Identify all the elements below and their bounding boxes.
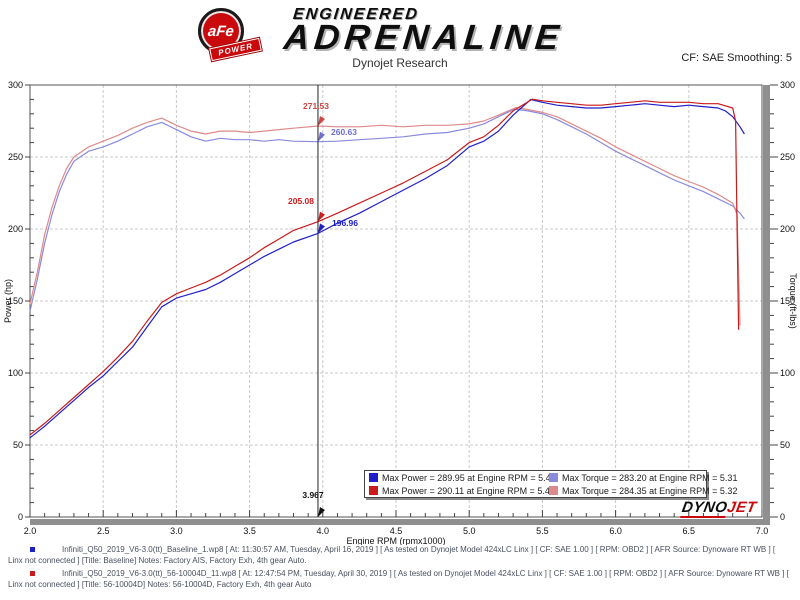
cursor-flag-icon: [317, 131, 325, 142]
legend-label: Max Torque = 284.35 at Engine RPM = 5.32: [562, 485, 738, 496]
svg-text:300: 300: [780, 80, 795, 90]
svg-text:200: 200: [8, 224, 23, 234]
cursor: 271.53 260.63 205.08 196.96 3.967: [288, 85, 358, 517]
svg-text:200: 200: [780, 224, 795, 234]
legend-item-tuned-torque: Max Torque = 284.35 at Engine RPM = 5.32: [545, 486, 737, 496]
cursor-flag-icon: [317, 507, 325, 517]
legend-item-tuned-power: Max Power = 290.11 at Engine RPM = 5.43: [365, 486, 555, 496]
axis-ticks: [25, 84, 778, 518]
svg-text:150: 150: [780, 296, 795, 306]
svg-text:100: 100: [8, 368, 23, 378]
tick-labels: 2.0 2.5 3.0 3.5 4.0 4.5 5.0 5.5 6.0 6.5 7.0 0 0 50 50 1…: [8, 80, 795, 536]
curves: [29, 98, 745, 439]
tuned-power-curve: [29, 98, 740, 436]
dynojet-logo-dyno: DYNO: [680, 499, 729, 518]
series-color-swatch: [369, 486, 378, 495]
smoothing-setting: CF: SAE Smoothing: 5: [681, 52, 792, 64]
afe-power-logo: aFe POWER: [196, 8, 263, 62]
baseline-power-curve: [29, 98, 745, 439]
legend-label: Max Power = 289.95 at Engine RPM = 5.42: [382, 472, 556, 483]
svg-text:250: 250: [8, 152, 23, 162]
dynojet-logo: DYNOJET: [680, 499, 758, 518]
dyno-chart[interactable]: 2.0 2.5 3.0 3.5 4.0 4.5 5.0 5.5 6.0 6.5 7.0 0 0 50 50 1…: [0, 0, 800, 545]
svg-text:250: 250: [780, 152, 795, 162]
chart-title: Dynojet Research: [352, 56, 448, 70]
cursor-flag-value: 3.967: [302, 490, 324, 500]
svg-text:5.0: 5.0: [463, 526, 476, 536]
x-axis-title: Engine RPM (rpmx1000): [346, 536, 445, 545]
left-axis-title: Power (hp): [3, 279, 13, 323]
cursor-flag-icon: [317, 223, 325, 234]
dynojet-logo-jet: JET: [725, 499, 758, 516]
run-bullet-icon: [30, 547, 35, 552]
run-info-text: Infiniti_Q50_2019_V6-3.0(tt)_Baseline_1.…: [8, 545, 776, 565]
series-color-swatch: [369, 473, 378, 482]
svg-text:6.0: 6.0: [609, 526, 622, 536]
axis-titles: Engine RPM (rpmx1000) Power (hp) Torque (f…: [3, 273, 798, 545]
gridlines: [30, 85, 762, 517]
cursor-flag-icon: [317, 115, 325, 126]
svg-text:300: 300: [8, 80, 23, 90]
svg-text:0: 0: [18, 512, 23, 522]
x-axis-bar: [30, 519, 770, 525]
tuned-torque-curve: [29, 106, 741, 326]
brand-adrenaline: ADRENALINE: [282, 18, 566, 57]
svg-text:2.5: 2.5: [97, 526, 110, 536]
svg-text:150: 150: [8, 296, 23, 306]
svg-text:3.5: 3.5: [243, 526, 256, 536]
svg-text:2.0: 2.0: [24, 526, 37, 536]
afe-badge-text: aFe: [207, 22, 235, 40]
legend-item-baseline-torque: Max Torque = 283.20 at Engine RPM = 5.31: [545, 473, 737, 483]
series-color-swatch: [549, 473, 558, 482]
svg-text:100: 100: [780, 368, 795, 378]
cursor-flag-value: 205.08: [288, 196, 314, 206]
svg-text:50: 50: [13, 440, 23, 450]
cursor-flag-icon: [317, 211, 325, 222]
right-axis-title: Torque (ft-lbs): [788, 273, 798, 329]
run-info-tuned: Infiniti_Q50_2019_V6-3.0(tt)_56-10004D_1…: [0, 568, 794, 590]
run-info-footer: Infiniti_Q50_2019_V6-3.0(tt)_Baseline_1.…: [0, 544, 794, 592]
legend-label: Max Torque = 283.20 at Engine RPM = 5.31: [562, 472, 738, 483]
svg-text:50: 50: [780, 440, 790, 450]
baseline-torque-curve: [29, 108, 745, 312]
cursor-flag-value: 196.96: [332, 218, 358, 228]
svg-text:4.5: 4.5: [390, 526, 403, 536]
svg-text:7.0: 7.0: [756, 526, 769, 536]
cursor-flag-value: 271.53: [303, 101, 329, 111]
svg-text:5.5: 5.5: [536, 526, 549, 536]
svg-text:4.0: 4.0: [317, 526, 330, 536]
svg-text:0: 0: [780, 512, 785, 522]
legend-item-baseline-power: Max Power = 289.95 at Engine RPM = 5.42: [365, 473, 556, 483]
run-info-baseline: Infiniti_Q50_2019_V6-3.0(tt)_Baseline_1.…: [0, 544, 794, 566]
legend-box: Max Power = 289.95 at Engine RPM = 5.42 …: [364, 470, 737, 498]
axis-bars: [30, 85, 770, 525]
run-info-text: Infiniti_Q50_2019_V6-3.0(tt)_56-10004D_1…: [8, 569, 789, 589]
svg-text:6.5: 6.5: [683, 526, 696, 536]
run-bullet-icon: [30, 571, 35, 576]
svg-text:3.0: 3.0: [170, 526, 183, 536]
series-color-swatch: [549, 486, 558, 495]
legend-label: Max Power = 290.11 at Engine RPM = 5.43: [382, 485, 555, 496]
cursor-flag-value: 260.63: [331, 127, 357, 137]
right-axis-bar: [763, 85, 770, 525]
